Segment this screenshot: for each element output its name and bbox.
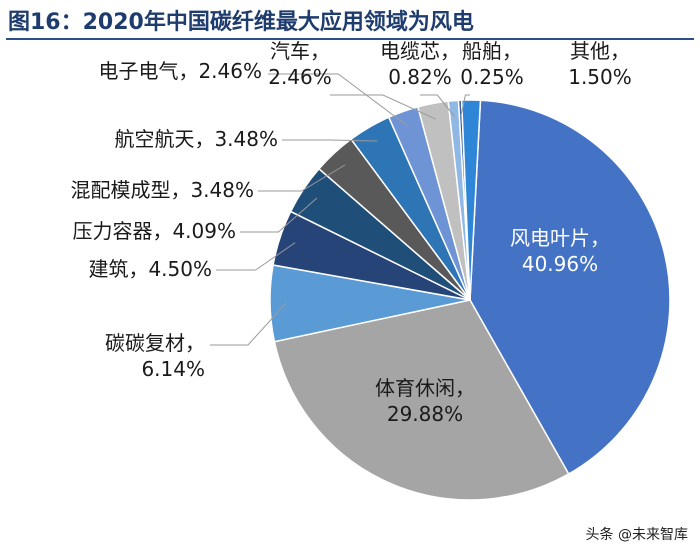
- pie-label-12-name: 其他，: [570, 39, 630, 63]
- pie-label-3-value: 6.14%: [141, 357, 205, 381]
- pie-slice-2: [273, 299, 570, 501]
- pie-label-6-name: 混配模成型，3.48%: [70, 178, 254, 202]
- pie-label-7-name: 航空航天，3.48%: [114, 127, 278, 151]
- pie-label-2-name: 体育休闲，: [375, 376, 475, 400]
- pie-slice-12: [460, 99, 482, 301]
- pie-slice-1: [469, 99, 671, 475]
- pie-label-11-value: 0.25%: [460, 65, 524, 89]
- pie-label-9-name: 汽车，: [270, 39, 330, 63]
- pie-label-1-name: 风电叶片，: [510, 226, 610, 250]
- pie-label-12-value: 1.50%: [568, 65, 632, 89]
- leader-line-3: [210, 302, 287, 346]
- pie-label-4-name: 建筑，4.50%: [88, 257, 212, 281]
- pie-label-10-value: 0.82%: [388, 65, 452, 89]
- pie-label-1-value: 40.96%: [522, 252, 598, 276]
- leader-line-4: [216, 242, 296, 271]
- leader-line-7: [282, 139, 378, 142]
- chart-title: 图16：2020年中国碳纤维最大应用领域为风电: [8, 10, 474, 35]
- pie-label-10-name: 电缆芯，: [380, 39, 460, 63]
- watermark: 头条 @未来智库: [586, 524, 688, 544]
- pie-label-9-value: 2.46%: [268, 65, 332, 89]
- leader-line-10: [420, 94, 456, 117]
- pie-label-11-name: 船舶，: [462, 39, 522, 63]
- title-divider: [6, 38, 694, 40]
- leader-line-5: [240, 197, 318, 233]
- pie-label-2-value: 29.88%: [387, 402, 463, 426]
- leader-line-6: [258, 164, 346, 192]
- watermark-text: 头条 @未来智库: [585, 527, 688, 543]
- pie-label-8-name: 电子电气，2.46%: [98, 59, 262, 83]
- leader-line-9: [330, 94, 437, 120]
- pie-label-5-name: 压力容器，4.09%: [72, 219, 236, 243]
- leader-line-11: [460, 94, 470, 117]
- leader-line-8: [268, 73, 409, 127]
- pie-label-3-name: 碳碳复材，: [105, 331, 205, 355]
